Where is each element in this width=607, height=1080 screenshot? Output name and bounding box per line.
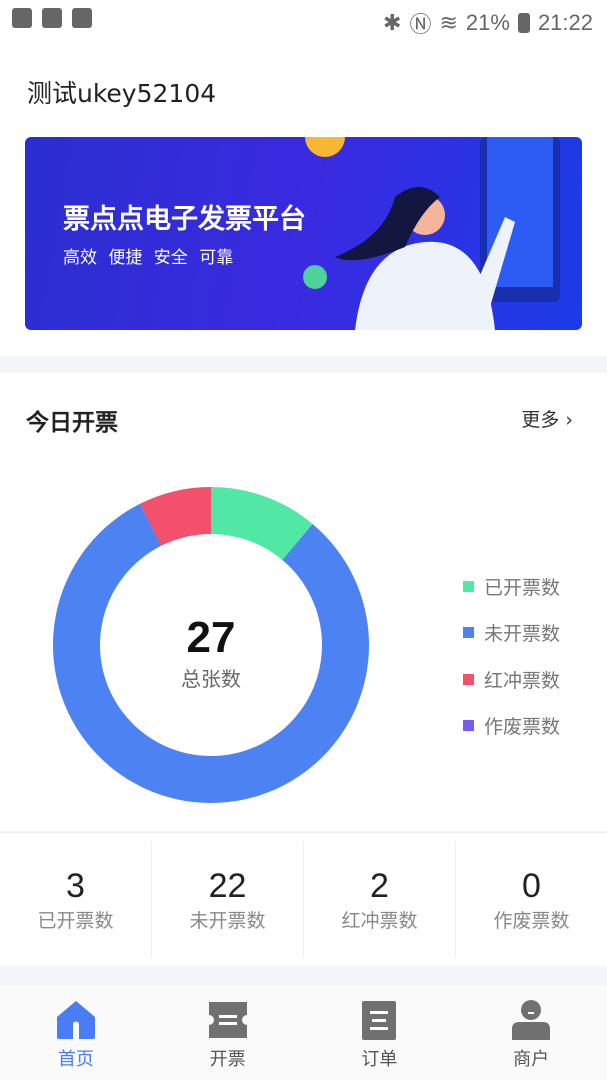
home-icon <box>56 1001 95 1039</box>
stat-void: 0 作废票数 <box>456 841 607 958</box>
stat-value: 3 <box>66 867 85 905</box>
banner-headline: 票点点电子发票平台 <box>63 204 306 235</box>
wifi-icon: ≋ <box>439 10 458 35</box>
page-title: 测试ukey52104 <box>27 79 217 108</box>
section-title: 今日开票 <box>26 410 118 436</box>
legend-swatch <box>463 580 474 592</box>
donut-slice-2 <box>140 487 211 546</box>
banner-tagline: 高效 便捷 安全 可靠 <box>63 248 234 268</box>
nfc-icon: Ⓝ <box>409 12 432 37</box>
stats-row: 3 已开票数 22 未开票数 2 红冲票数 0 作废票数 <box>0 832 607 966</box>
stat-value: 0 <box>522 867 541 905</box>
battery-icon <box>517 13 530 33</box>
donut-slice-1 <box>53 503 370 803</box>
legend-swatch <box>463 673 474 685</box>
legend-label: 红冲票数 <box>484 669 561 692</box>
banner-illustration <box>303 137 560 330</box>
stat-label: 已开票数 <box>37 910 114 932</box>
stat-label: 未开票数 <box>189 910 266 932</box>
nav-merchant[interactable]: 商户 <box>455 985 607 1080</box>
more-label: 更多 <box>521 409 560 431</box>
nav-invoice[interactable]: 开票 <box>152 985 304 1080</box>
stat-value: 22 <box>208 867 247 905</box>
legend-swatch <box>463 627 474 639</box>
stat-value: 2 <box>370 867 389 905</box>
legend-label: 已开票数 <box>484 576 561 599</box>
nav-label: 首页 <box>57 1049 94 1070</box>
shopping-bag-icon <box>72 8 92 28</box>
shopping-bag-icon <box>42 8 62 28</box>
legend-item: 已开票数 <box>463 563 560 610</box>
stat-label: 红冲票数 <box>341 910 418 932</box>
legend-swatch <box>463 720 474 732</box>
total-count: 27 <box>186 613 236 662</box>
chevron-right-icon: › <box>565 409 573 431</box>
nav-label: 商户 <box>513 1049 550 1070</box>
legend-item: 作废票数 <box>463 703 560 750</box>
donut-chart <box>53 487 370 803</box>
bluetooth-icon: ✱ <box>383 10 402 35</box>
stat-issued: 3 已开票数 <box>0 841 152 958</box>
banner[interactable]: 票点点电子发票平台 高效 便捷 安全 可靠 <box>25 137 582 330</box>
nav-label: 订单 <box>361 1049 398 1070</box>
battery-text: 21% <box>465 10 510 35</box>
legend-label: 未开票数 <box>484 623 561 646</box>
order-icon <box>362 1001 397 1040</box>
status-bar: ✱ Ⓝ ≋ 21% 21:22 <box>0 0 607 40</box>
nav-orders[interactable]: 订单 <box>304 985 456 1080</box>
more-link[interactable]: 更多 › <box>521 405 573 432</box>
merchant-icon <box>512 1000 551 1040</box>
gallery-icon <box>12 8 32 28</box>
today-invoices-card: 今日开票 更多 › 27 总张数 已开票数未开票数红冲票数作废票数 <box>0 373 607 831</box>
legend-item: 红冲票数 <box>463 656 560 703</box>
legend-label: 作废票数 <box>484 716 561 739</box>
nav-label: 开票 <box>209 1049 246 1070</box>
stat-red: 2 红冲票数 <box>304 841 456 958</box>
nav-home[interactable]: 首页 <box>0 985 152 1080</box>
donut-slice-0 <box>211 487 313 560</box>
chart-legend: 已开票数未开票数红冲票数作废票数 <box>463 563 560 749</box>
total-label: 总张数 <box>181 667 241 691</box>
bottom-nav: 首页 开票 订单 商户 <box>0 985 607 1080</box>
stat-unissued: 22 未开票数 <box>152 841 304 958</box>
legend-item: 未开票数 <box>463 610 560 657</box>
stat-label: 作废票数 <box>493 910 570 932</box>
ticket-icon <box>208 1002 247 1038</box>
clock: 21:22 <box>537 10 593 35</box>
